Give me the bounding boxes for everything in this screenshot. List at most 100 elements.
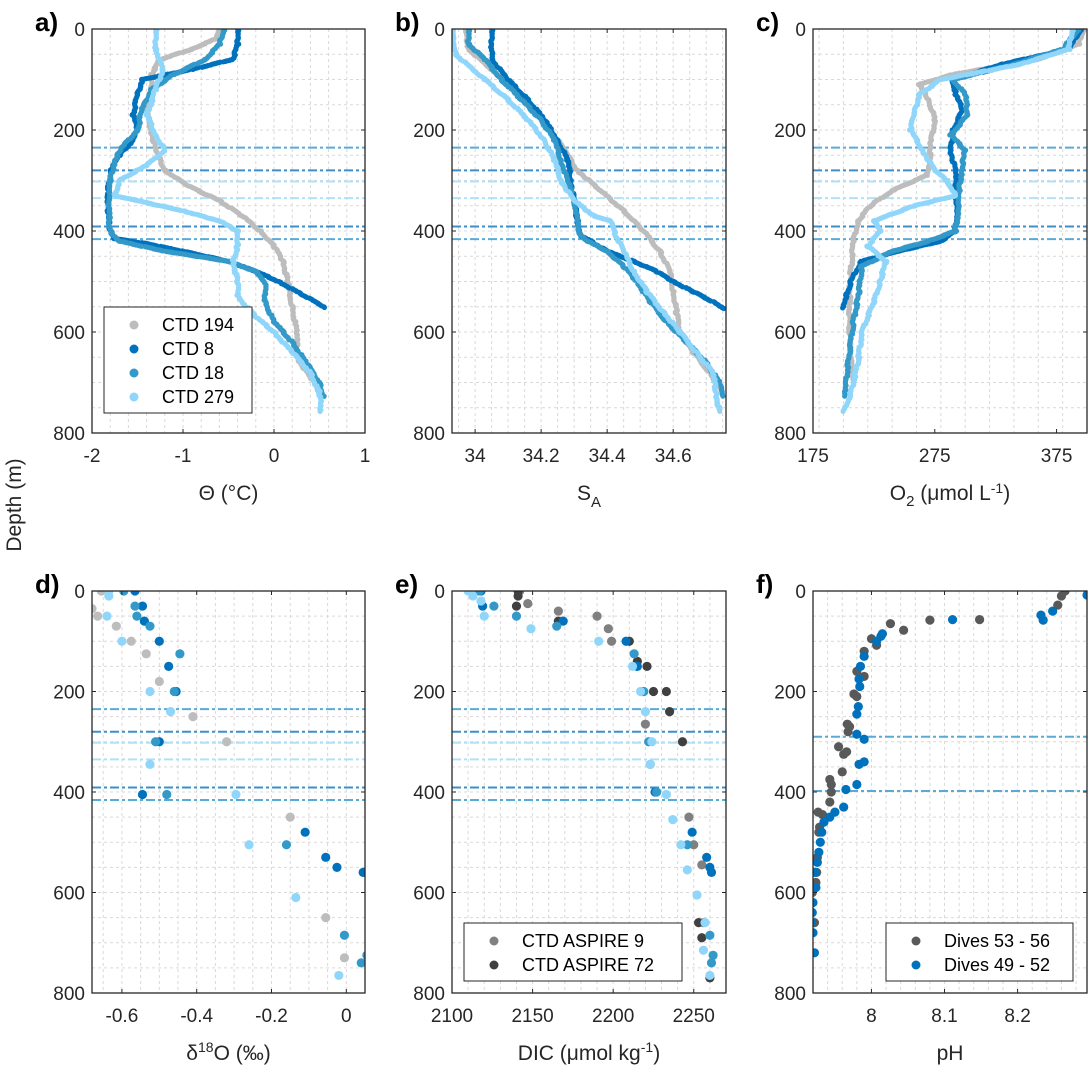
x-tick-label: 34.2 <box>523 446 560 467</box>
y-tick-label: 200 <box>53 683 85 704</box>
data-point <box>362 951 365 960</box>
data-point <box>111 621 121 631</box>
x-axis-label: pH <box>937 1042 964 1065</box>
data-point <box>859 757 869 767</box>
data-point <box>852 709 862 719</box>
x-tick-label: -1 <box>175 446 192 467</box>
data-point <box>137 601 148 611</box>
data-point <box>668 815 678 825</box>
data-point <box>606 636 617 646</box>
data-point <box>162 789 172 800</box>
x-axis-label-part: -1 <box>991 480 1004 496</box>
y-tick-label: 600 <box>413 884 445 905</box>
panel-label: e) <box>395 569 418 599</box>
data-point <box>813 897 818 908</box>
data-point <box>859 734 869 744</box>
data-point <box>852 779 862 790</box>
data-point <box>132 611 142 621</box>
data-point <box>1082 591 1087 600</box>
data-point <box>300 827 310 837</box>
x-tick-label: 1 <box>360 446 371 467</box>
x-tick-label: 8.1 <box>931 1006 957 1027</box>
legend-marker <box>129 344 139 354</box>
data-point <box>871 636 882 646</box>
data-point <box>706 867 717 878</box>
data-point <box>859 651 869 661</box>
x-axis-label-part: ) <box>653 1042 660 1065</box>
data-point <box>231 789 241 800</box>
data-point <box>1053 600 1063 610</box>
data-point <box>339 953 350 963</box>
panel-label: a) <box>35 7 58 37</box>
data-point <box>244 840 254 850</box>
data-point <box>145 759 155 769</box>
x-tick-label: 175 <box>797 446 829 467</box>
data-series <box>840 29 1087 414</box>
data-point <box>925 615 935 625</box>
x-tick-label: 0 <box>341 1006 352 1027</box>
data-point <box>188 712 198 722</box>
data-series <box>92 591 365 981</box>
legend-marker <box>911 936 921 946</box>
x-axis-label-part: O <box>890 482 906 505</box>
data-point <box>489 601 499 611</box>
legend-marker <box>489 960 499 970</box>
x-axis-label-part: (μmol L <box>914 482 990 505</box>
data-point <box>885 619 896 629</box>
data-point <box>558 616 568 626</box>
y-tick-label: 200 <box>53 121 85 142</box>
y-tick-label: 0 <box>795 20 806 41</box>
y-tick-label: 800 <box>53 424 85 445</box>
data-point <box>684 812 694 822</box>
data-point <box>1038 615 1048 625</box>
series-ctd-18 <box>105 29 327 399</box>
x-tick-label: 2150 <box>511 1006 553 1027</box>
data-point <box>321 913 331 923</box>
data-point <box>117 636 127 646</box>
data-point <box>526 624 536 634</box>
data-point <box>93 611 103 621</box>
data-point <box>130 591 140 596</box>
y-tick-label: 400 <box>774 222 806 243</box>
data-point <box>332 862 342 872</box>
data-point <box>476 596 486 606</box>
data-point <box>356 958 365 968</box>
x-tick-label: -0.2 <box>255 1006 288 1027</box>
data-point <box>339 930 350 940</box>
data-point <box>640 719 651 729</box>
y-tick-label: 800 <box>413 424 445 445</box>
data-point <box>126 636 136 646</box>
data-point <box>358 867 365 877</box>
x-axis-label: DIC (μmol kg-1) <box>518 1039 660 1065</box>
data-point <box>96 591 106 596</box>
legend: Dives 53 - 56 Dives 49 - 52 <box>885 922 1074 982</box>
panel-label: b) <box>395 7 420 37</box>
legend-entry-label: CTD 18 <box>162 363 224 383</box>
data-point <box>825 797 835 807</box>
x-axis-label-part: O (‰) <box>214 1042 271 1065</box>
data-point <box>603 624 613 634</box>
data-point <box>817 810 828 820</box>
x-axis-label-part: -1 <box>641 1039 654 1055</box>
data-point <box>819 817 829 827</box>
x-tick-label: 8 <box>866 1006 877 1027</box>
data-series <box>104 29 328 414</box>
y-tick-label: 600 <box>774 323 806 344</box>
y-tick-label: 600 <box>53 323 85 344</box>
panel-label: d) <box>35 569 60 599</box>
legend-marker <box>129 368 139 378</box>
data-point <box>854 674 864 684</box>
x-axis-label-part: DIC (μmol kg <box>518 1042 641 1065</box>
data-point <box>652 787 662 797</box>
data-point <box>813 857 822 867</box>
data-point <box>698 945 709 955</box>
data-point <box>661 686 671 697</box>
data-point <box>647 737 657 747</box>
data-point <box>813 928 818 938</box>
data-point <box>813 948 820 958</box>
data-point <box>169 686 179 697</box>
data-point <box>629 649 639 659</box>
